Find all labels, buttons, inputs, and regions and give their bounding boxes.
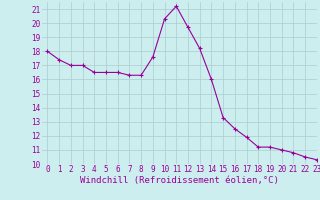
X-axis label: Windchill (Refroidissement éolien,°C): Windchill (Refroidissement éolien,°C) <box>80 176 279 185</box>
